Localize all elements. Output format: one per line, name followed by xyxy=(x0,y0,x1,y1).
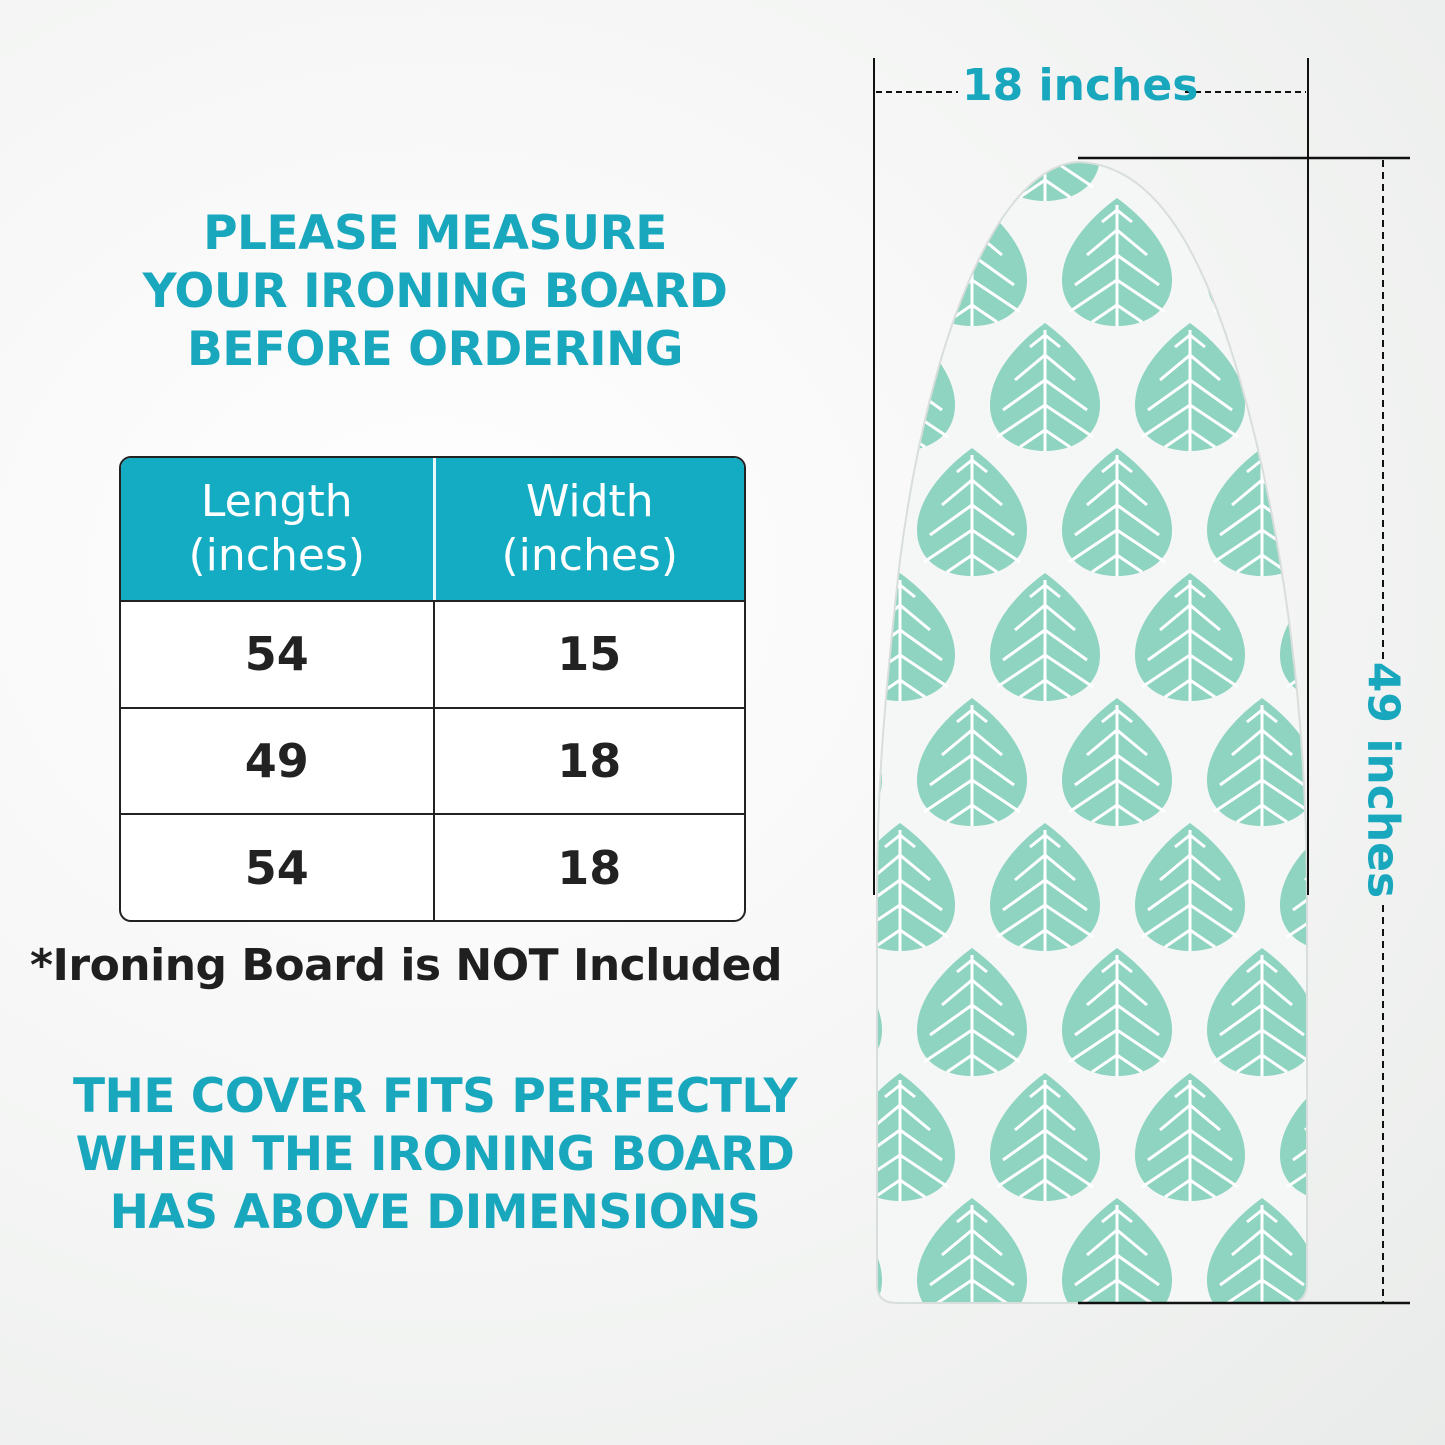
width-cell: 18 xyxy=(432,813,744,920)
column-header-length: Length (inches) xyxy=(121,458,433,600)
ironing-board-cover xyxy=(876,161,1308,1304)
length-cell: 54 xyxy=(121,813,433,920)
table-row: 54 15 xyxy=(121,600,744,707)
length-cell: 49 xyxy=(121,706,433,814)
heading-line: PLEASE MEASURE xyxy=(203,206,667,261)
table-row: 49 18 xyxy=(121,706,744,814)
length-cell: 54 xyxy=(121,600,433,707)
heading-line: THE COVER FITS PERFECTLY xyxy=(72,1069,798,1124)
length-dimension-label: 49 inches xyxy=(1357,661,1409,899)
measure-heading: PLEASE MEASURE YOUR IRONING BOARD BEFORE… xyxy=(60,205,810,379)
width-dimension-label: 18 inches xyxy=(962,60,1199,111)
heading-line: WHEN THE IRONING BOARD xyxy=(75,1127,795,1182)
width-cell: 15 xyxy=(432,600,744,707)
fit-heading: THE COVER FITS PERFECTLY WHEN THE IRONIN… xyxy=(40,1068,830,1242)
not-included-note: *Ironing Board is NOT Included xyxy=(30,940,783,991)
column-header-width: Width (inches) xyxy=(432,458,744,600)
table-header-row: Length (inches) Width (inches) xyxy=(121,458,744,600)
heading-line: HAS ABOVE DIMENSIONS xyxy=(109,1185,761,1240)
heading-line: BEFORE ORDERING xyxy=(186,322,684,377)
table-row: 54 18 xyxy=(121,813,744,920)
dimension-lines xyxy=(873,58,1410,1305)
heading-line: YOUR IRONING BOARD xyxy=(142,264,728,319)
width-cell: 18 xyxy=(432,706,744,814)
size-table: Length (inches) Width (inches) 54 15 49 18 5… xyxy=(119,456,746,922)
